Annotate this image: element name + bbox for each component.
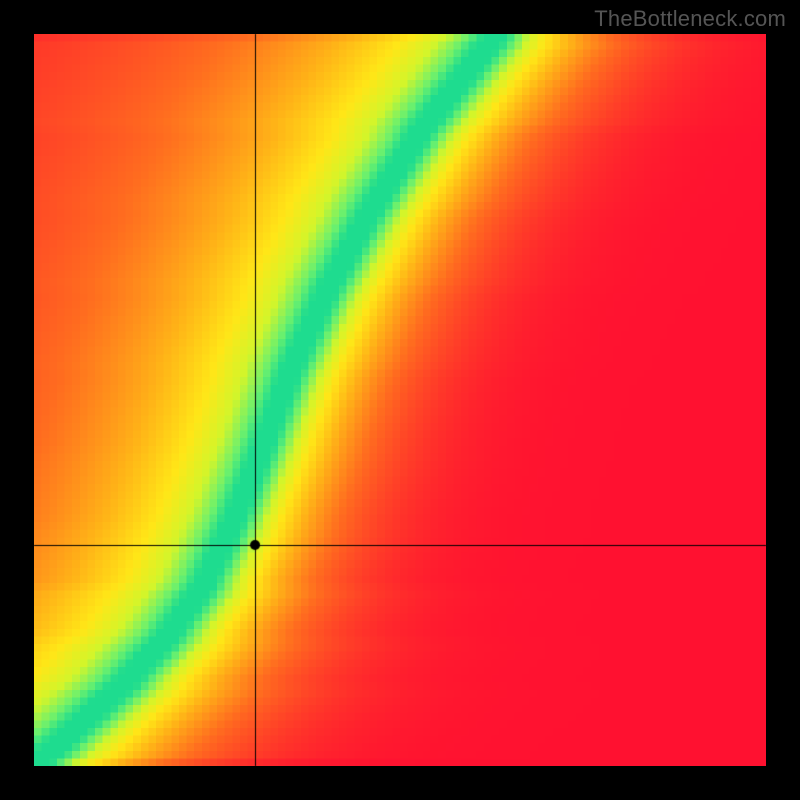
- watermark-text: TheBottleneck.com: [594, 6, 786, 32]
- chart-container: TheBottleneck.com: [0, 0, 800, 800]
- crosshair-overlay: [0, 0, 800, 800]
